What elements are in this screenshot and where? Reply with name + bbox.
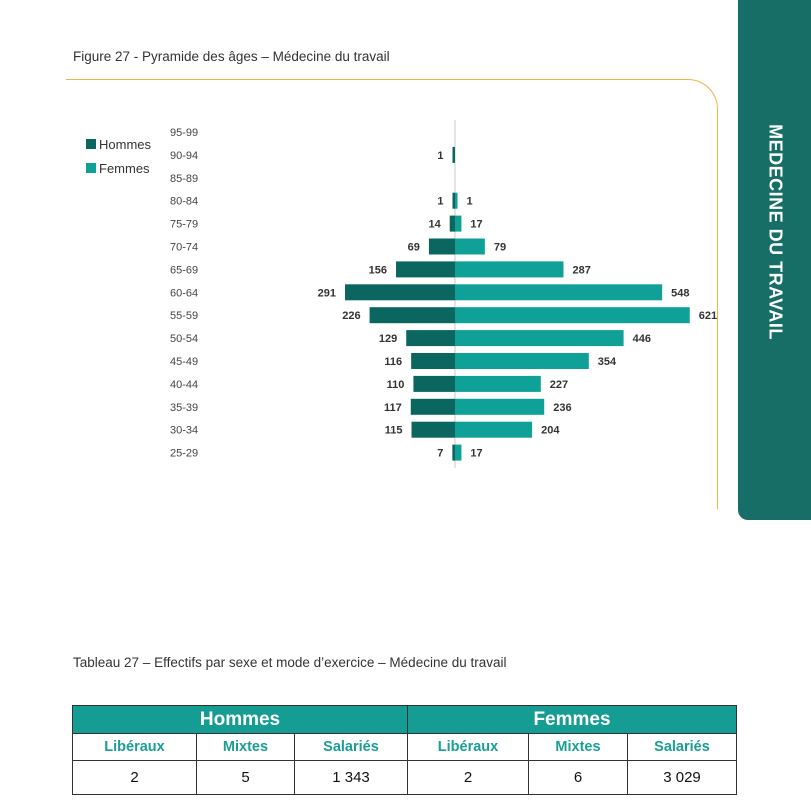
table-row: 2 5 1 343 2 6 3 029 [72,760,737,795]
bar-femmes [455,444,462,461]
data-label-femmes: 1 [467,196,473,208]
bar-femmes [455,421,533,438]
legend-item-hommes: Hommes [86,132,151,156]
data-label-femmes: 79 [494,242,506,254]
col-header: Mixtes [196,733,295,761]
bar-femmes [455,307,690,324]
data-label-hommes: 291 [318,287,336,299]
data-label-hommes: 156 [369,264,387,276]
bar-hommes [369,307,455,324]
chart-legend: Hommes Femmes [86,132,151,180]
data-label-hommes: 116 [384,356,402,368]
bar-femmes [455,238,485,255]
figure-frame [66,79,718,509]
data-label-femmes: 621 [699,310,717,322]
age-group-label: 65-69 [170,264,198,276]
bar-hommes [452,192,455,209]
data-label-hommes: 69 [408,242,420,254]
col-header: Libéraux [407,733,529,761]
bar-hommes [345,284,455,301]
data-label-hommes: 1 [437,196,443,208]
table-cell: 3 029 [627,760,737,795]
age-group-label: 85-89 [170,173,198,185]
data-label-femmes: 236 [553,402,571,414]
age-group-label: 30-34 [170,425,198,437]
age-pyramid-chart: 95-99 90-94 1 85-89 80-84 1 1 75-79 14 17 70-74 69 7… [170,120,717,468]
figure-caption: Figure 27 - Pyramide des âges – Médecine… [73,49,390,64]
table-cell: 2 [407,760,529,795]
table-cell: 1 343 [294,760,408,795]
bar-hommes [410,398,455,415]
data-label-hommes: 7 [437,448,443,460]
table-group-hommes: Hommes [72,705,408,734]
data-label-hommes: 226 [342,310,360,322]
age-group-label: 25-29 [170,448,198,460]
table-cell: 2 [72,760,197,795]
table-header-row: Libéraux Mixtes Salariés Libéraux Mixtes… [72,733,737,761]
bar-hommes [428,238,455,255]
bar-hommes [411,353,455,369]
bar-femmes [455,330,624,347]
legend-swatch-hommes [86,139,96,149]
table-group-row: Hommes Femmes [72,705,737,734]
data-label-hommes: 117 [384,402,402,414]
bar-hommes [452,444,455,461]
data-label-femmes: 287 [572,264,590,276]
data-label-hommes: 1 [437,150,443,162]
age-group-label: 40-44 [170,379,198,391]
age-group-label: 50-54 [170,333,198,345]
bar-femmes [455,261,564,278]
effectifs-table: Hommes Femmes Libéraux Mixtes Salariés L… [72,705,737,795]
bar-femmes [455,353,589,369]
data-label-femmes: 204 [541,425,560,437]
bar-hommes [449,215,455,232]
table-cell: 5 [196,760,295,795]
data-label-hommes: 14 [428,219,441,231]
legend-swatch-femmes [86,163,96,173]
data-label-femmes: 17 [470,448,482,460]
age-group-label: 75-79 [170,219,198,231]
bar-hommes [411,421,455,438]
col-header: Mixtes [528,733,628,761]
col-header: Libéraux [72,733,197,761]
col-header: Salariés [294,733,408,761]
table-cell: 6 [528,760,628,795]
data-label-femmes: 548 [671,287,689,299]
data-label-hommes: 129 [379,333,397,345]
data-label-femmes: 446 [633,333,651,345]
age-group-label: 90-94 [170,150,198,162]
age-group-label: 80-84 [170,196,198,208]
age-group-label: 70-74 [170,242,198,254]
data-label-hommes: 110 [387,379,405,391]
bar-femmes [455,375,541,392]
bar-femmes [455,398,545,415]
bar-hommes [452,146,455,163]
table-caption: Tableau 27 – Effectifs par sexe et mode … [73,655,507,670]
table-group-femmes: Femmes [407,705,737,734]
bar-femmes [455,192,458,209]
age-group-label: 45-49 [170,356,198,368]
data-label-femmes: 227 [550,379,568,391]
legend-item-femmes: Femmes [86,156,151,180]
bar-hommes [406,330,455,347]
age-group-label: 35-39 [170,402,198,414]
data-label-femmes: 354 [598,356,617,368]
age-group-label: 95-99 [170,127,198,139]
data-label-hommes: 115 [385,425,403,437]
bar-femmes [455,215,462,232]
age-group-label: 60-64 [170,287,198,299]
col-header: Salariés [627,733,737,761]
legend-label-femmes: Femmes [99,160,150,176]
data-label-femmes: 17 [470,219,482,231]
bar-hommes [413,375,455,392]
bar-femmes [455,284,663,301]
section-tab: MEDECINE DU TRAVAIL [738,0,811,520]
bar-hommes [396,261,455,278]
age-group-label: 55-59 [170,310,198,322]
legend-label-hommes: Hommes [99,136,152,152]
